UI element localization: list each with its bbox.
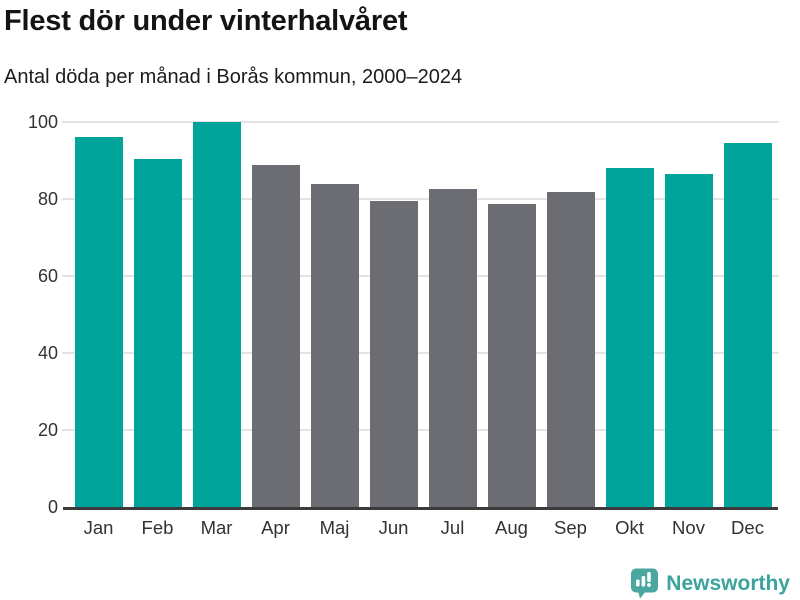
gridline-y-20 bbox=[62, 429, 779, 431]
gridline-y-60 bbox=[62, 275, 779, 277]
x-axis-tick-label-nov: Nov bbox=[672, 517, 705, 538]
y-axis-tick-label: 60 bbox=[37, 266, 58, 286]
y-axis-tick-label: 40 bbox=[37, 343, 58, 363]
x-axis-tick-label-feb: Feb bbox=[141, 517, 174, 538]
x-axis-tick-label-mar: Mar bbox=[200, 517, 233, 538]
bar-jun bbox=[369, 200, 418, 507]
y-axis-tick-label: 80 bbox=[37, 189, 58, 209]
bar-feb bbox=[133, 158, 182, 507]
page-subtitle: Antal döda per månad i Borås kommun, 200… bbox=[4, 66, 463, 88]
bar-jan bbox=[74, 136, 123, 507]
x-axis-tick-label-dec: Dec bbox=[731, 517, 764, 538]
bar-sep bbox=[546, 192, 595, 507]
gridline-y-80 bbox=[62, 198, 779, 200]
bar-nov bbox=[664, 173, 713, 507]
x-axis-tick-label-aug: Aug bbox=[495, 517, 528, 538]
bar-maj bbox=[310, 183, 359, 507]
newsworthy-logo-icon bbox=[631, 568, 659, 599]
x-axis-line bbox=[63, 507, 778, 510]
x-axis-tick-label-sep: Sep bbox=[554, 517, 587, 538]
bar-jul bbox=[428, 189, 477, 507]
gridline-y-100 bbox=[62, 121, 779, 123]
x-axis-tick-label-apr: Apr bbox=[261, 517, 290, 538]
bar-mar bbox=[192, 122, 241, 507]
bar-dec bbox=[723, 142, 772, 507]
x-axis-tick-label-maj: Maj bbox=[319, 517, 350, 538]
brand-footer: Newsworthy bbox=[630, 568, 790, 599]
gridline-y-40 bbox=[62, 352, 779, 354]
x-axis-tick-label-jun: Jun bbox=[378, 517, 409, 538]
brand-name: Newsworthy bbox=[666, 571, 790, 595]
y-axis-tick-label: 100 bbox=[27, 112, 58, 132]
page-title: Flest dör under vinterhalvåret bbox=[4, 5, 408, 37]
y-axis-tick-label: 20 bbox=[37, 420, 58, 440]
x-axis-tick-label-jul: Jul bbox=[440, 517, 465, 538]
x-axis-tick-label-jan: Jan bbox=[83, 517, 114, 538]
y-axis-tick-label: 0 bbox=[47, 497, 58, 517]
bar-okt bbox=[605, 168, 654, 507]
x-axis-tick-label-okt: Okt bbox=[615, 517, 644, 538]
bar-aug bbox=[487, 204, 536, 507]
bar-apr bbox=[251, 164, 300, 507]
